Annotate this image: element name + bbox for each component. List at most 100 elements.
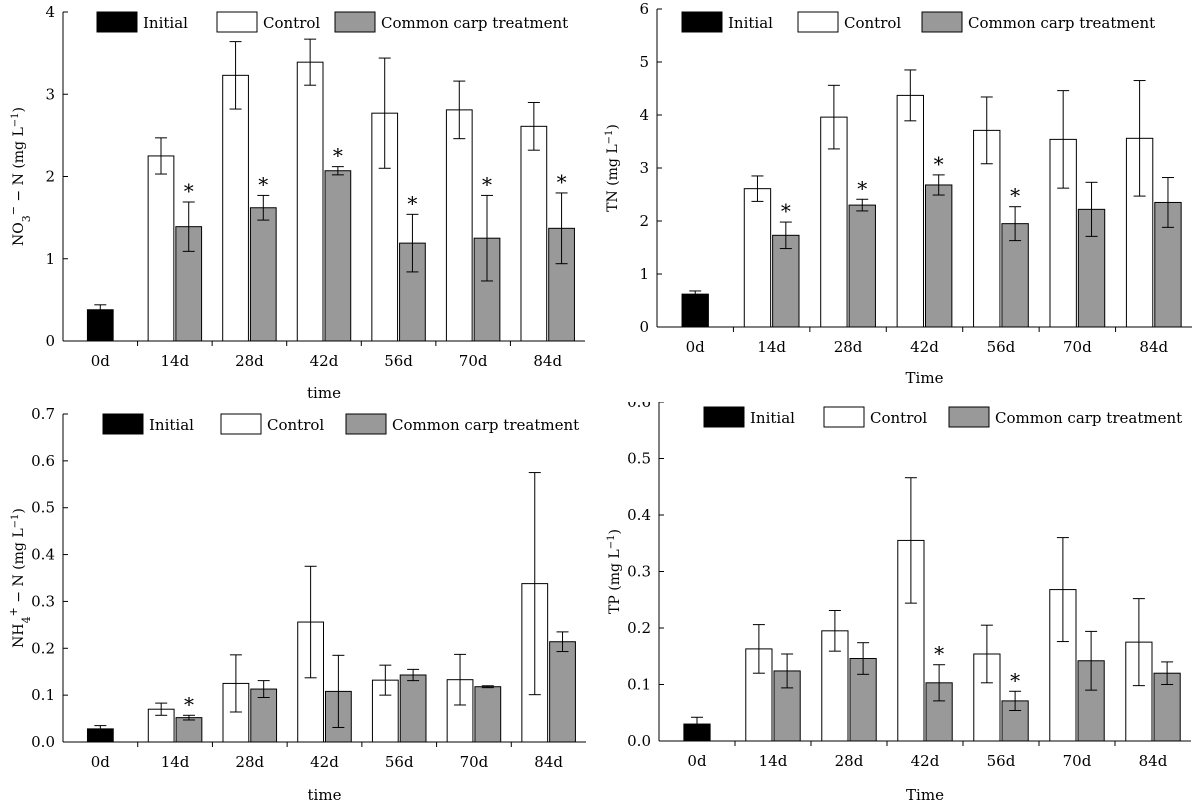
bar-treatment: [324, 170, 352, 342]
x-tick-label: 0d: [686, 338, 706, 356]
significance-marker: *: [1010, 184, 1020, 208]
legend-swatch-initial: [703, 406, 745, 428]
y-tick-label: 0.6: [31, 452, 55, 470]
y-tick-label: 0.7: [31, 405, 55, 423]
y-tick-label: 0.3: [627, 563, 651, 581]
bar-treatment: [474, 686, 502, 743]
x-tick-label: 0d: [91, 753, 111, 771]
y-tick-label: 0.2: [31, 639, 55, 657]
y-tick-label: 1: [639, 265, 649, 283]
significance-marker: *: [1010, 668, 1020, 692]
y-tick-label: 2: [45, 168, 55, 186]
x-tick-label: 84d: [1139, 752, 1168, 770]
y-tick-label: 5: [639, 53, 649, 71]
bar-treatment: [549, 641, 576, 743]
y-axis-label-rest: (mg L: [607, 549, 623, 595]
y-axis-label-sub: 3: [20, 215, 33, 222]
y-axis-label-rest: − N (mg L: [11, 528, 27, 607]
significance-marker: *: [557, 170, 567, 194]
x-tick-label: 42d: [911, 752, 940, 770]
legend-swatch-treatment: [948, 406, 990, 428]
y-axis-label: NO3− − N (mg L−1): [7, 107, 33, 246]
y-tick-label: 0.0: [627, 732, 651, 750]
legend-swatch-treatment: [334, 11, 376, 33]
tp-chart: 0.0 0.1 0.2 0.3 0.4 0.5 0.6 0d 14d 28d 42d 56d 70d 84…: [606, 402, 1191, 804]
legend-label-treatment: Common carp treatment: [995, 409, 1182, 427]
y-tick-label: 1: [45, 250, 55, 268]
y-axis-label-close: ): [11, 107, 27, 112]
y-axis-label-main: NO: [11, 222, 27, 246]
bar-initial: [681, 293, 709, 328]
y-axis-label-unit_sup: −1: [10, 112, 21, 127]
bar-control: [445, 109, 473, 342]
y-tick-label: 0: [639, 318, 649, 336]
significance-marker: *: [934, 642, 944, 666]
legend-label-treatment: Common carp treatment: [392, 416, 579, 434]
y-axis-label-sup: +: [7, 607, 20, 616]
legend-label-control: Control: [844, 14, 901, 32]
y-tick-label: 0.6: [627, 402, 651, 411]
legend-swatch-control: [823, 406, 865, 428]
bar-treatment: [848, 204, 876, 328]
y-tick-label: 0.5: [627, 450, 651, 468]
x-axis-label: time: [307, 384, 341, 402]
bar-control: [296, 61, 324, 342]
y-tick-label: 4: [45, 3, 55, 21]
x-axis-label: Time: [906, 369, 944, 387]
significance-marker: *: [934, 152, 944, 176]
bar-control: [743, 188, 772, 328]
y-tick-label: 0: [45, 332, 55, 350]
y-axis-label: TP (mg L−1): [606, 529, 624, 614]
bar-treatment: [249, 207, 277, 342]
y-axis-label-unit_sup: −1: [606, 535, 617, 550]
y-axis-label-main: NH: [11, 623, 27, 647]
y-axis-label-main: TN: [605, 190, 621, 212]
x-tick-label: 42d: [310, 753, 339, 771]
bar-initial: [86, 309, 114, 342]
x-tick-label: 14d: [757, 338, 786, 356]
y-tick-label: 0.4: [31, 546, 55, 564]
significance-marker: *: [781, 199, 791, 223]
tn-chart: 0 1 2 3 4 5 6 0d 14d 28d 42d 56d 70d 84d Time TN (mg L−…: [604, 0, 1192, 387]
bar-control: [147, 155, 175, 342]
x-tick-label: 56d: [987, 752, 1016, 770]
bar-control: [222, 74, 249, 342]
significance-marker: *: [258, 172, 268, 196]
legend-label-initial: Initial: [728, 14, 773, 32]
x-tick-label: 70d: [1063, 338, 1092, 356]
x-tick-label: 70d: [1063, 752, 1092, 770]
legend-swatch-control: [216, 11, 258, 33]
y-tick-label: 4: [639, 106, 649, 124]
x-tick-label: 0d: [687, 752, 707, 770]
bar-treatment: [250, 688, 278, 743]
y-axis-label: NH4+ − N (mg L−1): [7, 508, 33, 648]
y-axis-label-unit_sup: −1: [10, 514, 21, 529]
bar-control: [896, 94, 924, 328]
significance-marker: *: [407, 191, 417, 215]
x-tick-label: 56d: [987, 338, 1016, 356]
legend-swatch-treatment: [921, 11, 963, 33]
legend-label-initial: Initial: [750, 409, 795, 427]
y-tick-label: 0.3: [31, 592, 55, 610]
legend-swatch-treatment: [345, 413, 387, 435]
x-tick-label: 14d: [161, 352, 190, 370]
y-tick-label: 3: [639, 159, 649, 177]
y-tick-label: 0.0: [31, 733, 55, 751]
significance-marker: *: [482, 172, 492, 196]
x-tick-label: 84d: [533, 352, 562, 370]
x-tick-label: 42d: [310, 352, 339, 370]
legend-swatch-initial: [681, 11, 723, 33]
y-tick-label: 0.2: [627, 619, 651, 637]
y-tick-label: 2: [639, 212, 649, 230]
significance-marker: *: [184, 179, 194, 203]
y-tick-label: 3: [45, 85, 55, 103]
x-tick-label: 28d: [235, 753, 264, 771]
x-tick-label: 84d: [534, 753, 563, 771]
bar-treatment: [772, 234, 800, 328]
y-axis-label-close: ): [607, 529, 623, 534]
x-tick-label: 28d: [835, 752, 864, 770]
y-axis-label-unit_sup: −1: [604, 130, 615, 145]
legend-swatch-control: [797, 11, 839, 33]
